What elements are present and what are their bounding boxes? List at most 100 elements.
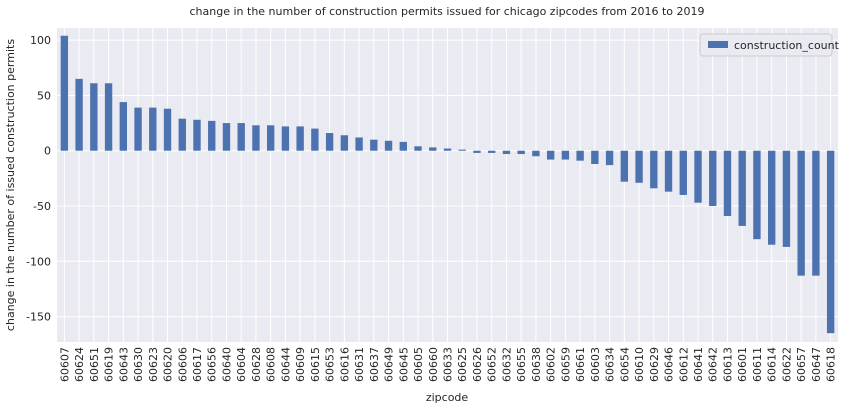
- x-tick-label: 60641: [692, 347, 705, 382]
- x-tick-label: 60611: [751, 347, 764, 382]
- bar: [90, 83, 98, 151]
- bar: [252, 125, 260, 151]
- bar: [193, 119, 201, 151]
- x-tick-label: 60603: [589, 347, 602, 382]
- bar: [546, 150, 555, 160]
- x-tick-label: 60609: [294, 347, 307, 382]
- x-tick-label: 60624: [73, 347, 86, 382]
- x-tick-label: 60618: [825, 347, 838, 382]
- x-tick-label: 60638: [530, 347, 543, 382]
- bar: [812, 150, 820, 276]
- x-tick-label: 60646: [663, 347, 676, 382]
- bar: [753, 150, 761, 240]
- bar: [620, 150, 629, 182]
- bar: [178, 118, 186, 151]
- bar: [826, 150, 835, 334]
- x-tick-label: 60634: [604, 347, 617, 382]
- bar: [429, 147, 437, 151]
- bar: [709, 150, 717, 207]
- bar: [384, 140, 393, 151]
- y-tick-label: 0: [44, 145, 51, 158]
- x-tick-label: 60614: [766, 347, 779, 382]
- bar: [163, 108, 172, 151]
- x-tick-label: 60655: [515, 347, 528, 382]
- bar: [738, 150, 746, 226]
- bar: [311, 128, 319, 151]
- x-tick-label: 60637: [368, 347, 381, 382]
- x-tick-label: 60601: [736, 347, 749, 382]
- bar: [75, 78, 83, 151]
- bar: [266, 125, 275, 151]
- bar: [414, 146, 422, 151]
- x-tick-label: 60612: [677, 347, 690, 382]
- bar: [237, 123, 245, 151]
- bar: [532, 150, 540, 157]
- bar: [340, 135, 349, 151]
- x-tick-label: 60625: [456, 347, 469, 382]
- bar: [488, 150, 496, 153]
- x-axis-label: zipcode: [426, 391, 469, 404]
- chart-title: change in the number of construction per…: [190, 5, 705, 18]
- x-tick-label: 60631: [353, 347, 366, 382]
- bar: [399, 141, 407, 151]
- x-tick-label: 60602: [545, 347, 558, 382]
- bar: [664, 150, 673, 192]
- x-tick-label: 60645: [397, 347, 410, 382]
- x-tick-label: 60632: [500, 347, 513, 382]
- bar: [694, 150, 702, 203]
- bar: [679, 150, 687, 195]
- bar: [635, 150, 643, 183]
- x-tick-label: 60622: [780, 347, 793, 382]
- bar: [576, 150, 584, 161]
- bar: [325, 133, 334, 151]
- bar: [768, 150, 776, 245]
- bar: [104, 83, 113, 151]
- x-tick-label: 60619: [103, 347, 116, 382]
- bar: [208, 120, 216, 151]
- bar: [134, 107, 142, 151]
- bar: [296, 126, 304, 151]
- x-tick-label: 60620: [162, 347, 175, 382]
- x-tick-label: 60656: [206, 347, 219, 382]
- x-tick-label: 60610: [633, 347, 646, 382]
- x-tick-label: 60640: [220, 347, 233, 382]
- x-tick-label: 60652: [486, 347, 499, 382]
- y-axis-label: change in the number of issued construct…: [4, 39, 17, 331]
- bar: [723, 150, 732, 216]
- x-tick-label: 60628: [250, 347, 263, 382]
- x-tick-label: 60630: [132, 347, 145, 382]
- x-tick-label: 60653: [324, 347, 337, 382]
- x-tick-label: 60617: [191, 347, 204, 382]
- x-tick-label: 60647: [810, 347, 823, 382]
- bar: [370, 139, 378, 151]
- bar: [605, 150, 614, 166]
- x-tick-label: 60629: [648, 347, 661, 382]
- bar: [517, 150, 525, 155]
- x-tick-label: 60606: [176, 347, 189, 382]
- bar: [473, 150, 481, 153]
- x-tick-label: 60616: [338, 347, 351, 382]
- bar: [502, 150, 511, 155]
- x-tick-label: 60604: [235, 347, 248, 382]
- bar: [222, 123, 231, 151]
- bar: [443, 148, 452, 151]
- x-tick-label: 60661: [574, 347, 587, 382]
- y-tick-label: -50: [33, 200, 51, 213]
- x-tick-label: 60642: [707, 347, 720, 382]
- y-tick-label: -150: [26, 311, 51, 324]
- bar: [782, 150, 791, 247]
- x-tick-label: 60659: [559, 347, 572, 382]
- legend-label: construction_count: [734, 39, 840, 52]
- bar: [149, 107, 157, 151]
- bar: [119, 102, 127, 151]
- x-tick-label: 60623: [147, 347, 160, 382]
- x-tick-label: 60626: [471, 347, 484, 382]
- legend-swatch: [708, 41, 728, 48]
- x-tick-label: 60633: [442, 347, 455, 382]
- x-tick-label: 60615: [309, 347, 322, 382]
- x-tick-label: 60649: [383, 347, 396, 382]
- y-tick-label: 50: [37, 89, 51, 102]
- x-tick-label: 60613: [721, 347, 734, 382]
- legend-box: [699, 33, 833, 57]
- x-tick-label: 60657: [795, 347, 808, 382]
